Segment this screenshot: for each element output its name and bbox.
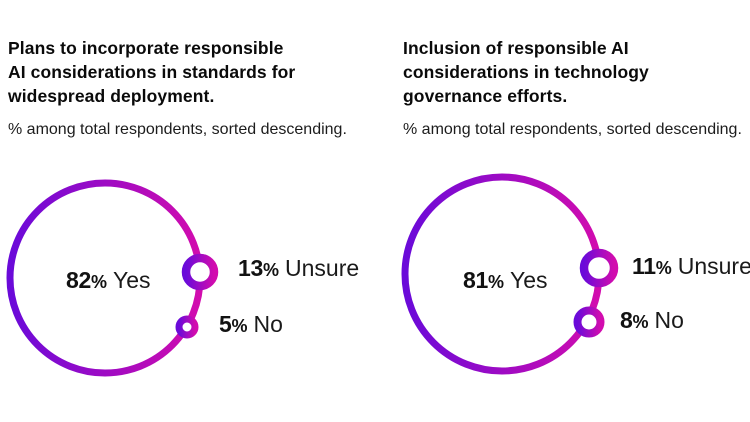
chart2-unsure-label: 11% Unsure bbox=[632, 255, 750, 278]
chart2-no-value: 8 bbox=[620, 307, 633, 333]
chart1-subtitle: % among total respondents, sorted descen… bbox=[8, 121, 347, 138]
chart1-yes-unit: % bbox=[90, 272, 107, 292]
chart2-title-line3: governance efforts. bbox=[403, 86, 568, 106]
chart1-title: Plans to incorporate responsible AI cons… bbox=[8, 36, 295, 108]
chart1-no-label: 5% No bbox=[219, 313, 283, 336]
chart2-unsure-value: 11 bbox=[632, 253, 656, 279]
chart2-title-line1: Inclusion of responsible AI bbox=[403, 38, 629, 58]
chart1-unsure-category: Unsure bbox=[285, 255, 360, 281]
chart2-unsure-circle bbox=[579, 248, 619, 288]
chart1-yes-label: 82% Yes bbox=[66, 269, 151, 292]
chart2-unsure-unit: % bbox=[655, 258, 672, 278]
chart1-unsure-circle bbox=[181, 253, 219, 291]
chart1-title-line1: Plans to incorporate responsible bbox=[8, 38, 284, 58]
chart1-no-circle bbox=[175, 315, 199, 339]
chart2-no-circle bbox=[573, 306, 605, 338]
chart2-no-label: 8% No bbox=[620, 309, 684, 332]
chart2-yes-unit: % bbox=[487, 272, 504, 292]
chart2-yes-label: 81% Yes bbox=[463, 269, 548, 292]
chart1-yes-category: Yes bbox=[113, 267, 151, 293]
chart2-subtitle: % among total respondents, sorted descen… bbox=[403, 121, 742, 138]
chart1-unsure-unit: % bbox=[262, 260, 279, 280]
chart1-yes-value: 82 bbox=[66, 267, 91, 293]
chart2-unsure-category: Unsure bbox=[677, 253, 750, 279]
chart2-title-line2: considerations in technology bbox=[403, 62, 649, 82]
chart1-bubbles bbox=[6, 179, 219, 377]
chart2-no-category: No bbox=[654, 307, 684, 333]
chart1-title-line2: AI considerations in standards for bbox=[8, 62, 296, 82]
chart2-bubbles bbox=[401, 173, 619, 375]
chart1-no-unit: % bbox=[231, 316, 248, 336]
chart2-title: Inclusion of responsible AI consideratio… bbox=[403, 36, 649, 108]
chart2-no-unit: % bbox=[632, 312, 649, 332]
chart1-unsure-label: 13% Unsure bbox=[238, 257, 359, 280]
chart1-no-value: 5 bbox=[219, 311, 232, 337]
chart1-no-category: No bbox=[253, 311, 283, 337]
chart2-yes-category: Yes bbox=[510, 267, 548, 293]
chart1-unsure-value: 13 bbox=[238, 255, 263, 281]
chart2-yes-value: 81 bbox=[463, 267, 488, 293]
chart1-title-line3: widespread deployment. bbox=[8, 86, 215, 106]
